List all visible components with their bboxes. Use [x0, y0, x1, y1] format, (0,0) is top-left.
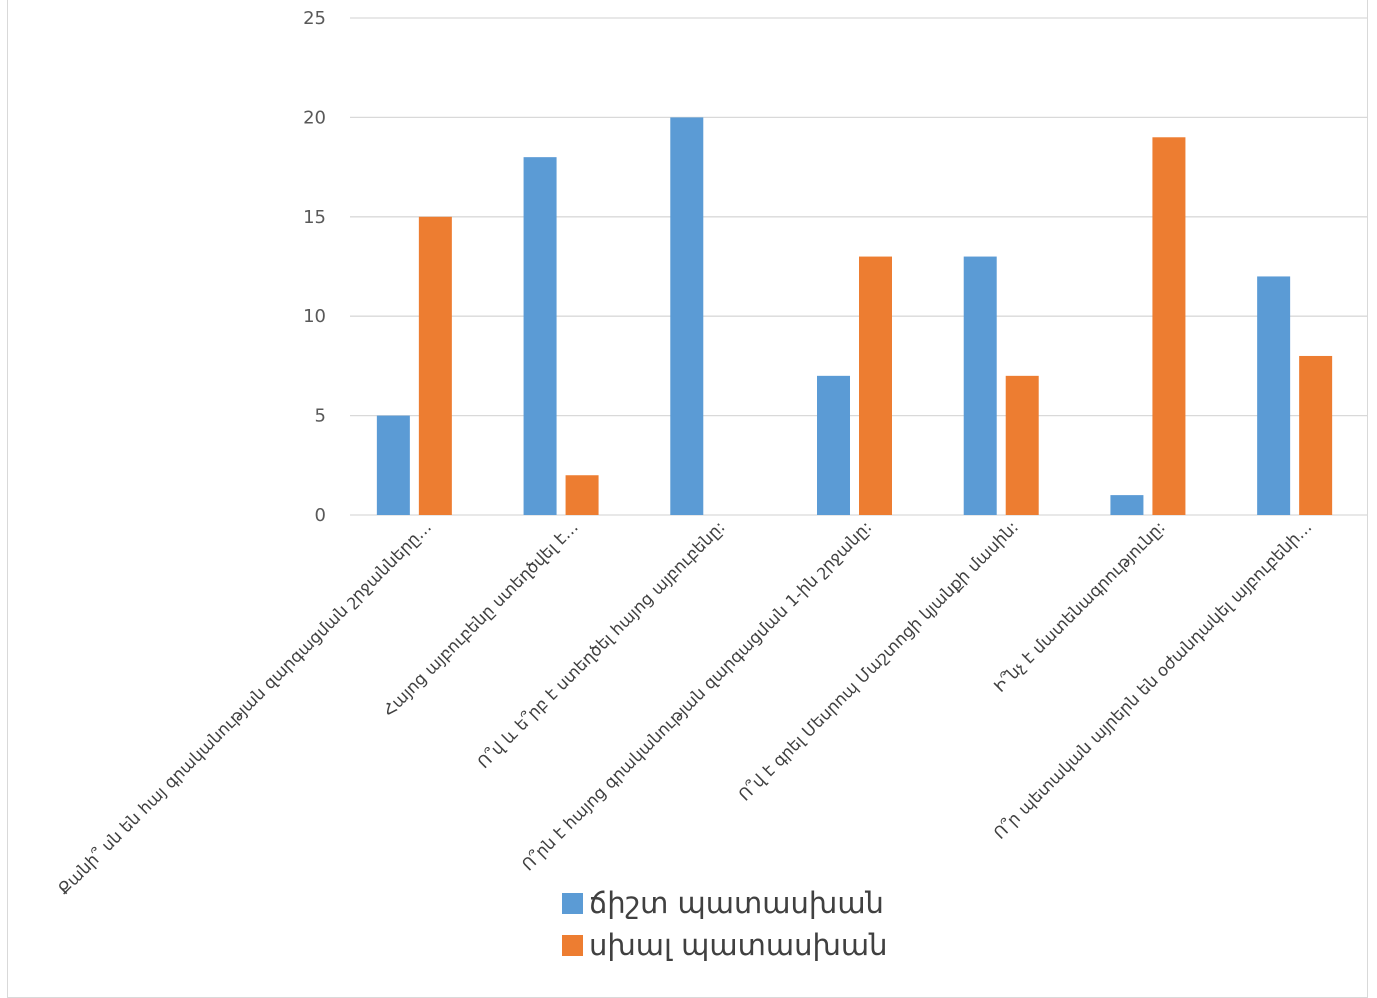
- bar-correct-7: [1257, 276, 1291, 515]
- x-tick-label-4: Ո՞րն է հայոց գրականության զարգացման 1-ին…: [518, 517, 875, 874]
- bar-wrong-4: [859, 256, 892, 515]
- y-tick-label-0: 0: [315, 505, 326, 526]
- bar-wrong-6: [1152, 137, 1186, 515]
- y-tick-label-5: 5: [315, 406, 326, 427]
- y-axis-ticks: 0 5 10 15 20 25: [303, 8, 326, 526]
- bar-wrong-5: [1005, 375, 1039, 515]
- x-tick-label-5: Ո՞վ է գրել Մեսրոպ Մաշտոցի կյանքի մասին:: [735, 517, 1022, 804]
- x-tick-label-6: Ի՞նչ է մատենագրությունը:: [990, 517, 1169, 696]
- bar-correct-5: [963, 256, 997, 515]
- y-tick-label-25: 25: [303, 8, 326, 29]
- bar-wrong-7: [1299, 355, 1333, 515]
- bar-wrong-2: [565, 475, 599, 515]
- x-tick-label-1: Քանի՞ սն են հայ գրականության զարգացման շ…: [54, 517, 435, 898]
- y-tick-label-15: 15: [303, 207, 326, 228]
- bars: [376, 117, 1333, 516]
- legend-item-correct: ճիշտ պատասխան: [562, 882, 888, 924]
- bar-correct-1: [376, 415, 410, 515]
- bar-correct-6: [1110, 495, 1144, 515]
- y-tick-label-20: 20: [303, 107, 326, 128]
- legend-label-correct: ճիշտ պատասխան: [589, 885, 884, 920]
- x-tick-label-3: Ո՞վ և ե՞րբ է ստեղծել հայոց այբուբենը:: [474, 517, 729, 772]
- legend-label-wrong: սխալ պատասխան: [589, 927, 888, 962]
- x-axis-labels: Քանի՞ սն են հայ գրականության զարգացման շ…: [54, 517, 1315, 898]
- legend-swatch-wrong: [562, 934, 583, 956]
- y-tick-label-10: 10: [303, 306, 326, 327]
- bar-correct-3: [670, 117, 704, 516]
- legend-item-wrong: սխալ պատասխան: [562, 924, 888, 966]
- bar-correct-2: [523, 157, 557, 515]
- legend: ճիշտ պատասխան սխալ պատասխան: [562, 882, 888, 966]
- legend-swatch-correct: [562, 892, 583, 914]
- bar-correct-4: [817, 375, 850, 515]
- x-tick-label-7: Ո՞ր պետական այրերն են օժանդակել այբուբեն…: [990, 517, 1315, 842]
- bar-wrong-1: [418, 216, 452, 516]
